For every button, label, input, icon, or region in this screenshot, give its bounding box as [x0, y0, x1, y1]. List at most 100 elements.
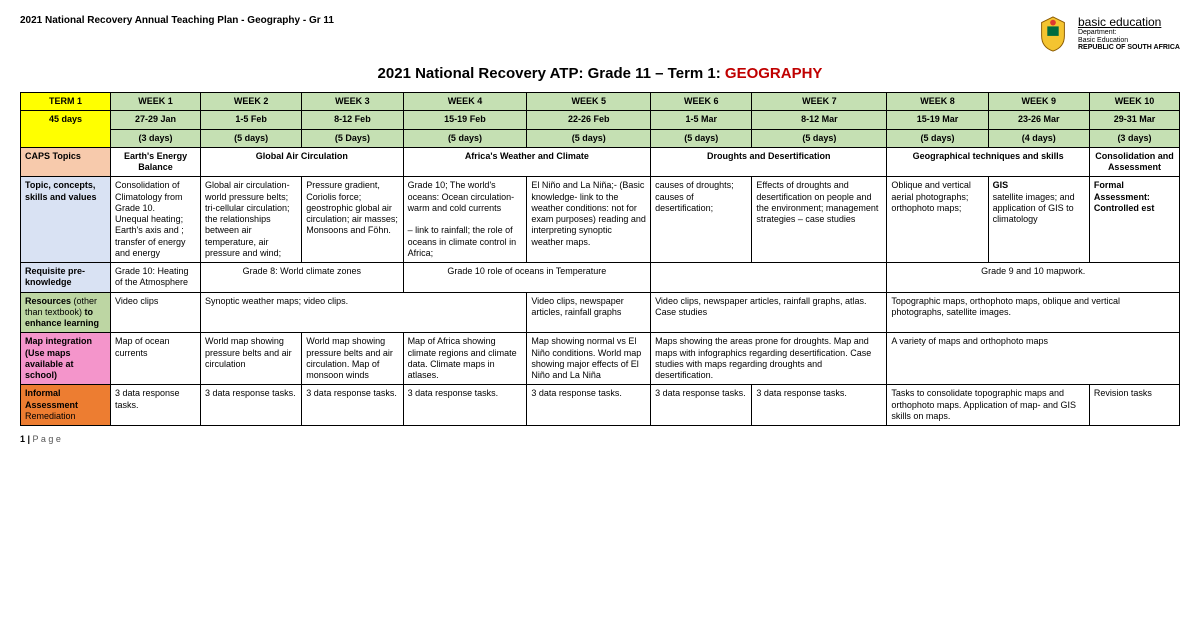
map-w1: Map of ocean currents: [111, 333, 201, 385]
resources-w5: Video clips, newspaper articles, rainfal…: [527, 292, 651, 333]
resources-label: Resources (other than textbook) to enhan…: [21, 292, 111, 333]
date-7: 8-12 Mar: [752, 111, 887, 129]
date-2: 1-5 Feb: [201, 111, 302, 129]
topic-w9: GIS satellite images; and application of …: [988, 177, 1089, 263]
map-g4: Maps showing the areas prone for drought…: [651, 333, 887, 385]
date-10: 29-31 Mar: [1089, 111, 1179, 129]
days-1: (3 days): [111, 129, 201, 147]
prereq-row: Requisite pre-knowledge Grade 10: Heatin…: [21, 263, 1180, 293]
informal-row: Informal AssessmentRemediation 3 data re…: [21, 385, 1180, 426]
week-3: WEEK 3: [302, 93, 403, 111]
map-a: Map integration: [25, 336, 92, 346]
date-6: 1-5 Mar: [651, 111, 752, 129]
topic-w9-gis: GIS: [993, 180, 1009, 190]
date-3: 8-12 Feb: [302, 111, 403, 129]
map-b: (Use maps available at school): [25, 348, 74, 381]
week-10: WEEK 10: [1089, 93, 1179, 111]
topic-w9-body: satellite images; and application of GIS…: [993, 192, 1075, 225]
doc-label: 2021 National Recovery Annual Teaching P…: [20, 15, 334, 26]
caps-6: Consolidation and Assessment: [1089, 147, 1179, 177]
main-title: 2021 National Recovery ATP: Grade 11 – T…: [20, 65, 1180, 82]
topic-w4: Grade 10; The world's oceans: Ocean circ…: [403, 177, 527, 263]
informal-label: Informal AssessmentRemediation: [21, 385, 111, 426]
map-w2: World map showing pressure belts and air…: [201, 333, 302, 385]
caps-3: Africa's Weather and Climate: [403, 147, 651, 177]
caps-label: CAPS Topics: [21, 147, 111, 177]
informal-w2: 3 data response tasks.: [201, 385, 302, 426]
days-6: (5 days): [651, 129, 752, 147]
informal-w10: Revision tasks: [1089, 385, 1179, 426]
days-3: (5 Days): [302, 129, 403, 147]
resources-w1: Video clips: [111, 292, 201, 333]
resources-row: Resources (other than textbook) to enhan…: [21, 292, 1180, 333]
atp-table: TERM 1 WEEK 1 WEEK 2 WEEK 3 WEEK 4 WEEK …: [20, 92, 1180, 426]
week-9: WEEK 9: [988, 93, 1089, 111]
prereq-label: Requisite pre-knowledge: [21, 263, 111, 293]
prereq-g5: Grade 9 and 10 mapwork.: [887, 263, 1180, 293]
coat-of-arms-icon: [1034, 15, 1072, 53]
topic-w8: Oblique and vertical aerial photographs;…: [887, 177, 988, 263]
topic-w10-a: Formal Assessment:: [1094, 180, 1150, 201]
caps-5: Geographical techniques and skills: [887, 147, 1090, 177]
page-footer: 1 | P a g e: [20, 434, 1180, 444]
days-8: (5 days): [887, 129, 988, 147]
days-10: (3 days): [1089, 129, 1179, 147]
prereq-g2: Grade 8: World climate zones: [201, 263, 404, 293]
caps-row: CAPS Topics Earth's Energy Balance Globa…: [21, 147, 1180, 177]
informal-w3: 3 data response tasks.: [302, 385, 403, 426]
caps-2: Global Air Circulation: [201, 147, 404, 177]
prereq-w1: Grade 10: Heating of the Atmosphere: [111, 263, 201, 293]
header-row-days: (3 days) (5 days) (5 Days) (5 days) (5 d…: [21, 129, 1180, 147]
topic-w1: Consolidation of Climatology from Grade …: [111, 177, 201, 263]
map-row: Map integration (Use maps available at sc…: [21, 333, 1180, 385]
days-4: (5 days): [403, 129, 527, 147]
logo-title: basic education: [1078, 15, 1180, 29]
topic-w3: Pressure gradient, Coriolis force; geost…: [302, 177, 403, 263]
prereq-g3: Grade 10 role of oceans in Temperature: [403, 263, 651, 293]
days-2: (5 days): [201, 129, 302, 147]
informal-w7: 3 data response tasks.: [752, 385, 887, 426]
date-9: 23-26 Mar: [988, 111, 1089, 129]
title-subject: GEOGRAPHY: [725, 65, 823, 82]
topic-w7: Effects of droughts and desertification …: [752, 177, 887, 263]
map-g5: A variety of maps and orthophoto maps: [887, 333, 1180, 385]
week-4: WEEK 4: [403, 93, 527, 111]
topic-w10-b: Controlled est: [1094, 203, 1155, 213]
logo-country: REPUBLIC OF SOUTH AFRICA: [1078, 44, 1180, 52]
date-8: 15-19 Mar: [887, 111, 988, 129]
informal-w4: 3 data response tasks.: [403, 385, 527, 426]
topic-label: Topic, concepts, skills and values: [21, 177, 111, 263]
term-label: TERM 1: [21, 93, 111, 111]
caps-4: Droughts and Desertification: [651, 147, 887, 177]
logo-block: basic education Department: Basic Educat…: [1034, 15, 1180, 53]
prereq-blank: [651, 263, 887, 293]
informal-w6: 3 data response tasks.: [651, 385, 752, 426]
days-9: (4 days): [988, 129, 1089, 147]
logo-dept2: Basic Education: [1078, 37, 1180, 45]
title-prefix: 2021 National Recovery ATP: Grade 11 – T…: [378, 65, 725, 82]
res-a: Resources: [25, 296, 71, 306]
date-4: 15-19 Feb: [403, 111, 527, 129]
week-8: WEEK 8: [887, 93, 988, 111]
informal-g5: Tasks to consolidate topographic maps an…: [887, 385, 1090, 426]
resources-g5: Topographic maps, orthophoto maps, obliq…: [887, 292, 1180, 333]
map-w5: Map showing normal vs El Niño conditions…: [527, 333, 651, 385]
map-w4: Map of Africa showing climate regions an…: [403, 333, 527, 385]
header-row-week: TERM 1 WEEK 1 WEEK 2 WEEK 3 WEEK 4 WEEK …: [21, 93, 1180, 111]
header-row-dates: 45 days 27-29 Jan 1-5 Feb 8-12 Feb 15-19…: [21, 111, 1180, 129]
week-7: WEEK 7: [752, 93, 887, 111]
map-label: Map integration (Use maps available at sc…: [21, 333, 111, 385]
topic-w10: Formal Assessment: Controlled est: [1089, 177, 1179, 263]
informal-w1: 3 data response tasks.: [111, 385, 201, 426]
topic-w2: Global air circulation-world pressure be…: [201, 177, 302, 263]
week-6: WEEK 6: [651, 93, 752, 111]
term-days: 45 days: [21, 111, 111, 148]
resources-g4: Video clips, newspaper articles, rainfal…: [651, 292, 887, 333]
days-5: (5 days): [527, 129, 651, 147]
inf-b: Remediation: [25, 411, 76, 421]
date-5: 22-26 Feb: [527, 111, 651, 129]
resources-g2: Synoptic weather maps; video clips.: [201, 292, 527, 333]
caps-1: Earth's Energy Balance: [111, 147, 201, 177]
logo-dept: Department:: [1078, 29, 1180, 37]
topic-w5: El Niño and La Niña;- (Basic knowledge- …: [527, 177, 651, 263]
